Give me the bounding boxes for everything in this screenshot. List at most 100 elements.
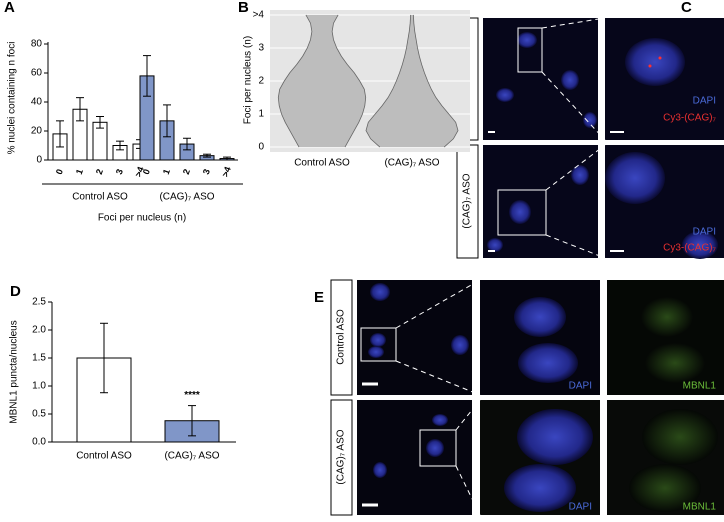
x-tick-label: Control ASO <box>294 158 350 169</box>
x-tick-label: 0 <box>54 168 65 176</box>
nucleus <box>641 297 693 337</box>
y-axis-label: Foci per nucleus (n) <box>243 36 254 124</box>
nucleus <box>509 200 531 224</box>
focus <box>658 56 662 60</box>
nucleus <box>518 343 578 383</box>
violin-half <box>366 14 412 148</box>
zoom-box <box>497 189 547 236</box>
y-tick-label: >4 <box>253 10 265 21</box>
x-tick-label: Control ASO <box>76 451 132 462</box>
nucleus <box>645 343 705 383</box>
x-tick-label: >4 <box>133 165 146 178</box>
nucleus <box>487 238 503 252</box>
nucleus <box>426 439 444 457</box>
y-tick-label: 0.5 <box>32 409 46 420</box>
y-tick-label: 2.0 <box>32 325 46 336</box>
stain-label: DAPI <box>693 227 716 238</box>
panel-letter: B <box>238 0 249 16</box>
nucleus <box>373 462 387 478</box>
row-label-box <box>330 279 353 396</box>
group-label: (CAG)₇ ASO <box>159 192 214 203</box>
panel-letter: D <box>10 283 21 300</box>
nucleus <box>370 333 386 347</box>
nucleus <box>517 409 593 465</box>
zoom-lines <box>395 279 481 516</box>
x-tick-label: 2 <box>181 168 192 176</box>
nucleus <box>432 414 448 426</box>
panel-letter: A <box>4 0 15 16</box>
nucleus <box>496 88 514 102</box>
zoom-box <box>517 27 543 73</box>
nucleus <box>625 38 685 86</box>
y-tick-label: 0 <box>36 155 42 166</box>
row-label: Control ASO <box>336 309 347 365</box>
nucleus <box>368 346 384 358</box>
stain-label: DAPI <box>569 381 592 392</box>
x-tick-label: (CAG)₇ ASO <box>164 451 219 462</box>
x-tick-label: 3 <box>201 168 212 176</box>
nucleus <box>451 335 469 355</box>
stain-label: DAPI <box>569 502 592 513</box>
x-tick-label: (CAG)₇ ASO <box>384 158 439 169</box>
nucleus <box>504 464 576 512</box>
zoom-lines <box>541 17 606 259</box>
panel-letter: C <box>681 0 692 16</box>
nucleus <box>629 464 701 512</box>
violin-half <box>322 14 366 148</box>
y-tick-label: 1.0 <box>32 381 46 392</box>
y-tick-label: 20 <box>31 126 43 137</box>
group-label: Control ASO <box>72 192 128 203</box>
y-tick-label: 2 <box>258 76 264 87</box>
x-tick-label: 2 <box>94 168 105 176</box>
nucleus <box>561 70 579 90</box>
row-label: (CAG)₇ ASO <box>462 173 473 228</box>
nucleus <box>571 165 589 185</box>
row-label: (CAG)₇ ASO <box>336 429 347 484</box>
y-tick-label: 60 <box>31 68 43 79</box>
nucleus <box>583 112 597 128</box>
violin-half <box>412 14 458 148</box>
y-axis-label: % nuclei containing n foci <box>7 42 18 155</box>
violin-outline <box>277 14 313 148</box>
y-tick-label: 1 <box>258 109 264 120</box>
violin-outline <box>412 14 459 148</box>
x-tick-label: 3 <box>114 168 125 176</box>
x-tick-label: 0 <box>141 168 152 176</box>
row-label-box <box>330 399 353 516</box>
y-tick-label: 1.5 <box>32 353 46 364</box>
y-tick-label: 80 <box>31 39 43 50</box>
zoom-box <box>360 327 397 362</box>
panel-e: Control ASO (CAG)₇ ASO DAPI MBNL1 DAPI M… <box>330 279 724 516</box>
micrograph <box>357 400 472 515</box>
y-tick-label: 2.5 <box>32 297 46 308</box>
y-axis-label: MBNL1 puncta/nucleus <box>9 320 20 423</box>
stain-label: MBNL1 <box>683 502 717 513</box>
focus <box>648 64 652 68</box>
nucleus <box>370 283 390 301</box>
zoom-box <box>419 429 457 467</box>
x-tick-label: 1 <box>74 168 85 176</box>
panel-c: Control ASO (CAG)₇ ASO DAPI Cy3-(CAG)₇ D… <box>456 17 724 259</box>
micrograph <box>483 18 598 140</box>
micrograph <box>483 145 598 258</box>
nucleus <box>514 297 566 337</box>
panel-letter: E <box>314 289 324 306</box>
y-tick-label: 3 <box>258 43 264 54</box>
stain-label: Cy3-(CAG)₇ <box>663 113 716 124</box>
stain-label: DAPI <box>693 96 716 107</box>
y-tick-label: 0 <box>258 142 264 153</box>
nucleus <box>605 152 665 204</box>
nucleus <box>517 32 537 48</box>
stain-label: MBNL1 <box>683 381 717 392</box>
nucleus <box>682 231 718 259</box>
x-axis-label: Foci per nucleus (n) <box>98 213 186 224</box>
x-tick-label: 1 <box>161 168 172 176</box>
x-tick-label: >4 <box>220 165 233 178</box>
y-tick-label: 40 <box>31 97 43 108</box>
violin-outline <box>365 14 412 148</box>
y-tick-label: 0.0 <box>32 437 46 448</box>
stain-label: Cy3-(CAG)₇ <box>663 243 716 254</box>
significance: **** <box>184 390 200 401</box>
